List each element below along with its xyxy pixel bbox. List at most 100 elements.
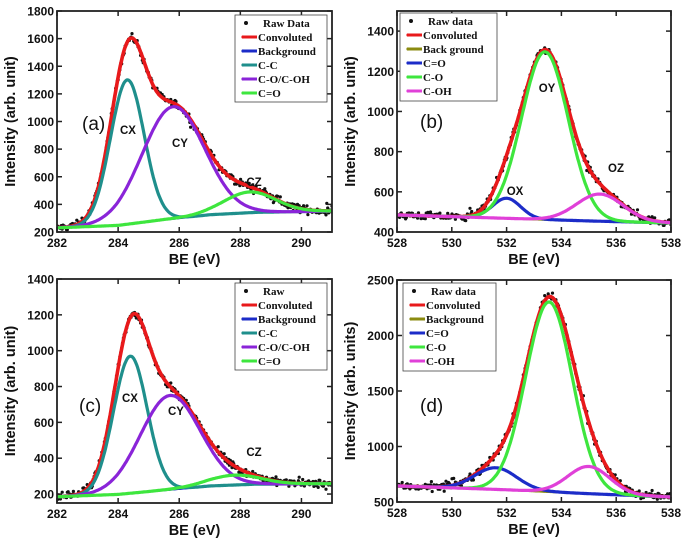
y-axis-label: Intensity (arb. unit) bbox=[343, 56, 359, 187]
raw-data-point bbox=[471, 478, 475, 482]
y-tick-label: 200 bbox=[34, 488, 54, 502]
raw-data-point bbox=[66, 490, 70, 494]
raw-data-point bbox=[470, 209, 474, 214]
legend-item: Convoluted bbox=[406, 30, 477, 42]
legend-item: Convoluted bbox=[409, 300, 480, 312]
x-tick-label: 532 bbox=[497, 236, 517, 250]
legend: Raw data Convoluted Background C=O C-O C-OH bbox=[402, 282, 497, 372]
legend-label: Convoluted bbox=[423, 30, 477, 42]
legend-marker-dot bbox=[244, 289, 248, 293]
x-tick-label: 534 bbox=[551, 236, 571, 250]
x-axis-label: BE (eV) bbox=[169, 252, 221, 268]
legend-marker-dot bbox=[406, 61, 410, 65]
legend-item: C-OH bbox=[406, 86, 452, 98]
legend-item: C-C bbox=[241, 60, 278, 72]
legend-item: C-O bbox=[406, 72, 444, 84]
component-curve-c-o-c-oh bbox=[57, 105, 332, 230]
component-curve-c-oh bbox=[397, 464, 671, 499]
x-tick-label: 532 bbox=[497, 506, 517, 520]
legend-item: Background bbox=[241, 46, 316, 58]
y-tick-label: 1000 bbox=[367, 105, 394, 119]
legend-label: C-OH bbox=[423, 86, 452, 98]
legend-marker-dot bbox=[241, 303, 245, 307]
x-tick-label: 528 bbox=[387, 236, 407, 250]
x-tick-label: 538 bbox=[661, 236, 681, 250]
legend-marker-dot bbox=[409, 345, 413, 349]
raw-data-point bbox=[324, 213, 328, 217]
legend-item: C=O bbox=[241, 88, 281, 100]
x-axis-label: BE (eV) bbox=[508, 522, 560, 538]
legend-box bbox=[402, 282, 497, 372]
component-curve-c-oh bbox=[397, 192, 671, 225]
raw-data-point bbox=[251, 469, 255, 474]
raw-data-point bbox=[239, 177, 243, 181]
legend-marker-dot bbox=[241, 77, 245, 81]
legend-label: Convoluted bbox=[258, 32, 312, 44]
y-tick-label: 1000 bbox=[27, 344, 54, 358]
y-tick-label: 800 bbox=[374, 145, 394, 159]
y-tick-label: 1000 bbox=[367, 440, 394, 454]
legend-label: C-C bbox=[258, 60, 278, 72]
x-tick-label: 538 bbox=[661, 506, 681, 520]
peak-label: OY bbox=[539, 83, 556, 95]
legend-item: Raw Data bbox=[244, 18, 310, 30]
legend-item: C-O/C-OH bbox=[241, 74, 310, 86]
legend-marker-dot bbox=[406, 89, 410, 93]
legend-item: C-O bbox=[409, 342, 447, 354]
legend-marker-dot bbox=[241, 91, 245, 95]
raw-data-point bbox=[650, 488, 654, 493]
legend: Raw data Convoluted Back ground C=O C-O C-OH bbox=[399, 12, 498, 102]
legend-label: C=O bbox=[258, 88, 281, 100]
raw-data-point bbox=[468, 206, 472, 210]
raw-data-point bbox=[189, 125, 193, 129]
legend-label: Convoluted bbox=[258, 300, 312, 312]
raw-data-point bbox=[438, 211, 442, 215]
legend-label: Background bbox=[258, 46, 316, 58]
y-tick-label: 600 bbox=[34, 170, 54, 184]
peak-label: CY bbox=[168, 406, 184, 418]
y-tick-label: 200 bbox=[34, 226, 54, 240]
legend-label: Back ground bbox=[423, 44, 484, 56]
legend-item: Background bbox=[241, 314, 316, 326]
panel-label: (d) bbox=[420, 396, 443, 417]
raw-data-point bbox=[464, 219, 468, 223]
raw-data-point bbox=[297, 475, 301, 479]
raw-data-point bbox=[301, 477, 305, 482]
y-tick-label: 400 bbox=[374, 226, 394, 240]
raw-data-point bbox=[637, 489, 641, 493]
x-tick-label: 282 bbox=[47, 507, 67, 521]
legend-label: Raw Data bbox=[263, 18, 310, 30]
x-tick-label: 530 bbox=[442, 236, 462, 250]
legend-marker-dot bbox=[241, 345, 245, 349]
legend-marker-dot bbox=[412, 289, 416, 293]
legend-label: C=O bbox=[423, 58, 446, 70]
raw-data-point bbox=[316, 485, 320, 489]
raw-data-point bbox=[306, 213, 310, 217]
x-axis-label: BE (eV) bbox=[508, 252, 560, 268]
raw-data-point bbox=[468, 472, 472, 476]
legend-item: Convoluted bbox=[241, 32, 312, 44]
raw-data-point bbox=[635, 208, 640, 212]
y-tick-label: 1400 bbox=[367, 25, 394, 39]
y-axis-label: Intensity (arb. unit) bbox=[3, 326, 19, 457]
raw-data-point bbox=[130, 31, 134, 36]
y-axis-label: Intensity (arb. units) bbox=[343, 322, 359, 461]
raw-data-point bbox=[416, 211, 421, 215]
legend-box bbox=[234, 14, 328, 103]
panel-label: (c) bbox=[79, 396, 101, 417]
x-tick-label: 284 bbox=[108, 236, 128, 250]
raw-data-point bbox=[429, 480, 433, 484]
panel-label: (b) bbox=[420, 112, 443, 133]
legend-item: C=O bbox=[241, 356, 281, 368]
raw-data-point bbox=[452, 476, 456, 480]
legend-label: C=O bbox=[258, 356, 281, 368]
legend-item: Raw data bbox=[409, 16, 473, 28]
raw-data-point bbox=[644, 490, 648, 495]
raw-data-point bbox=[222, 452, 226, 456]
panel-d: 528 530 532 534 536 538 500 1000 1500 2000 2500 BE … bbox=[343, 274, 681, 539]
x-tick-label: 284 bbox=[108, 507, 128, 521]
raw-data-point bbox=[653, 216, 657, 220]
legend-marker-dot bbox=[406, 33, 410, 37]
panel-a: 282 284 286 288 290 200 400 600 800 1000 1200 1400 1… bbox=[3, 5, 333, 268]
